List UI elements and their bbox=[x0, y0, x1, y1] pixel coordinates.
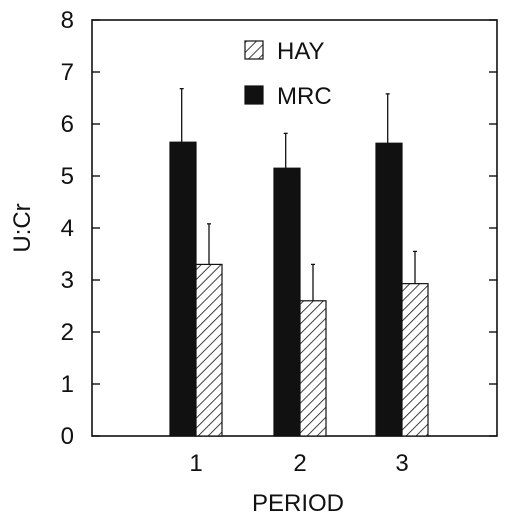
x-tick-label: 3 bbox=[395, 450, 408, 477]
error-bar-mrc-period-2 bbox=[283, 132, 288, 169]
x-tick-label: 2 bbox=[293, 450, 306, 477]
bars bbox=[169, 87, 429, 437]
y-tick-label: 6 bbox=[61, 111, 74, 138]
x-axis-title: PERIOD bbox=[252, 490, 344, 517]
error-bar-hay-period-2 bbox=[311, 263, 315, 301]
error-bar-hay-period-1 bbox=[207, 223, 211, 265]
y-tick-label: 7 bbox=[61, 59, 74, 86]
legend: HAY MRC bbox=[244, 38, 332, 110]
y-tick-label: 0 bbox=[61, 423, 74, 450]
bar-mrc-period-3 bbox=[375, 142, 403, 437]
y-tick-label: 5 bbox=[61, 163, 74, 190]
error-bar-hay-period-3 bbox=[413, 250, 417, 284]
y-axis-title: U:Cr bbox=[9, 203, 36, 252]
error-bar-mrc-period-3 bbox=[385, 93, 390, 144]
bar-mrc-period-2 bbox=[273, 167, 301, 437]
legend-swatch-mrc bbox=[244, 85, 264, 105]
y-tick-label: 8 bbox=[61, 7, 74, 34]
error-bar-mrc-period-1 bbox=[179, 87, 184, 143]
y-tick-label: 3 bbox=[61, 267, 74, 294]
bar-hay-period-3 bbox=[401, 283, 429, 437]
y-tick-label: 4 bbox=[61, 215, 74, 242]
y-axis: 0 1 2 3 4 5 6 7 8 bbox=[61, 7, 497, 450]
x-tick-label: 1 bbox=[189, 450, 202, 477]
bar-hay-period-1 bbox=[195, 263, 223, 437]
bar-mrc-period-1 bbox=[169, 141, 197, 437]
legend-label-mrc: MRC bbox=[277, 83, 332, 110]
bar-hay-period-2 bbox=[299, 300, 327, 437]
y-tick-label: 1 bbox=[61, 371, 74, 398]
legend-label-hay: HAY bbox=[277, 38, 325, 65]
legend-swatch-hay bbox=[244, 40, 264, 60]
y-tick-label: 2 bbox=[61, 319, 74, 346]
